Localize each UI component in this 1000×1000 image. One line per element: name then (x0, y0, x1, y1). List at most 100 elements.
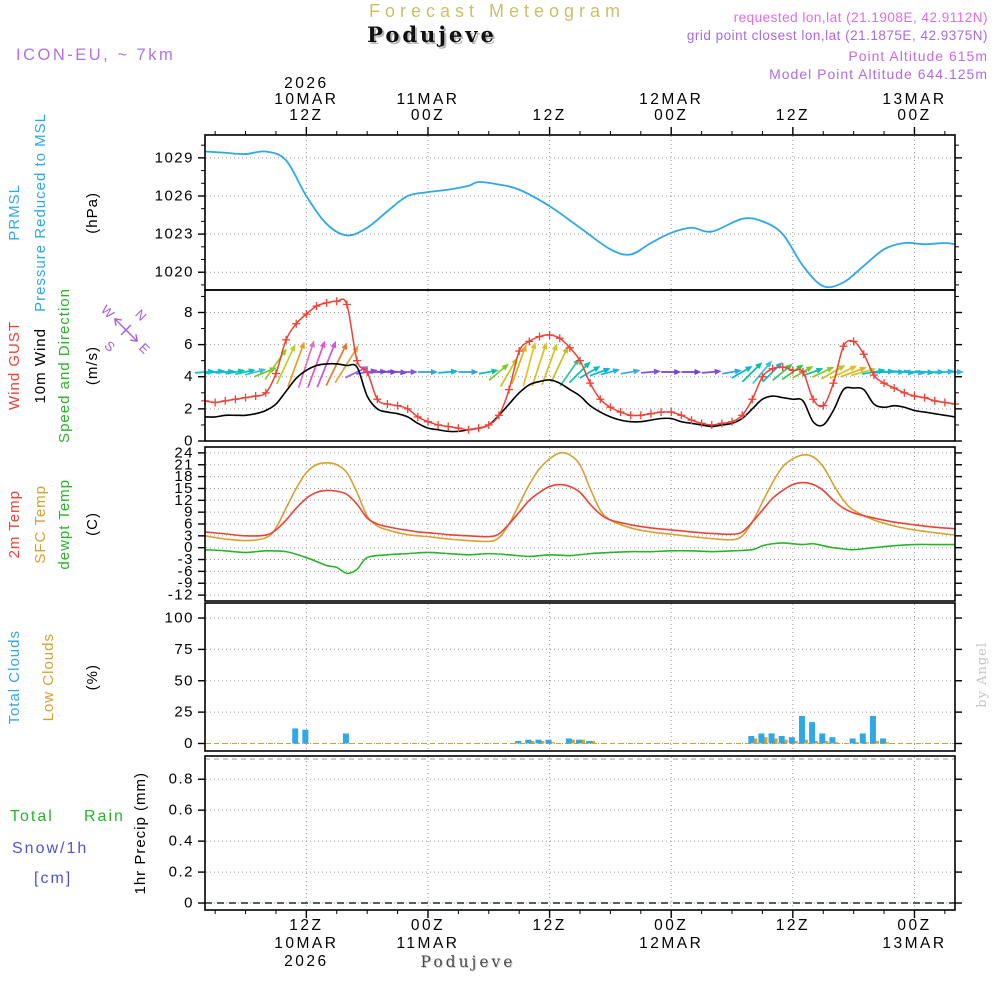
x-axis-bottom-label: 12Z (532, 917, 566, 934)
y-tick-label: 24 (174, 444, 194, 461)
total-cloud-bar (819, 733, 826, 744)
wind-10m-line (204, 362, 956, 433)
x-axis-top-label: 12MAR (639, 91, 703, 108)
wind-direction-arrow (344, 367, 366, 379)
wind-direction-arrow (579, 367, 598, 379)
total-cloud-bar (809, 722, 816, 744)
wind-arrow-head (674, 369, 682, 375)
y-tick-label: 1029 (155, 149, 194, 166)
x-axis-top-label: 10MAR (274, 91, 338, 108)
total-cloud-bar (748, 735, 755, 744)
station-title: Podujeve (367, 22, 497, 47)
wind-direction-arrow (559, 360, 579, 387)
page-title: Forecast Meteogram (368, 1, 626, 21)
wind-arrow-head (603, 367, 611, 374)
y-tick-label: 12 (174, 492, 194, 509)
x-axis-bottom-label: 12Z (289, 917, 323, 934)
wind-arrow-head (633, 368, 641, 375)
wind-arrow-head (957, 369, 964, 375)
compass-arrow-head (114, 317, 122, 321)
y-tick-label: 6 (184, 336, 194, 353)
x-axis-bottom-label: 12Z (776, 917, 810, 934)
x-axis-top-label: 00Z (654, 107, 688, 124)
y-tick-label: -3 (178, 551, 194, 568)
wind-direction-arrow (316, 344, 336, 388)
wind-direction-arrow (488, 365, 507, 382)
compass-arrow-head (135, 334, 139, 342)
wind-arrow-head (583, 361, 591, 369)
x-axis-top-label: 12Z (289, 107, 323, 124)
y-tick-label: 0.2 (169, 864, 194, 881)
wind-direction-arrow (325, 345, 347, 386)
y-tick-label: 8 (184, 304, 194, 321)
wind-arrow-head (450, 368, 459, 375)
x-axis-top-label: 12Z (776, 107, 810, 124)
total-cloud-bar (586, 740, 593, 744)
y-tick-label: 0 (184, 895, 194, 912)
wind-direction-arrow (550, 349, 568, 383)
x-axis-bottom-label: 13MAR (882, 935, 946, 952)
y-tick-label: 25 (174, 704, 194, 721)
x-axis-bottom-label: 00Z (897, 917, 931, 934)
wind-arrow-head (352, 345, 359, 353)
wind-panel-border (204, 289, 956, 442)
wind-direction-arrow (840, 367, 864, 378)
wind-direction-arrow (254, 368, 274, 378)
y-tick-label: 1020 (155, 264, 194, 281)
wind-direction-arrow (589, 368, 608, 377)
y-tick-label: 3 (184, 527, 194, 544)
compass-arrow-head (113, 318, 117, 326)
y-tick-label: 6 (184, 516, 194, 533)
wind-arrow-head (541, 342, 548, 350)
wind-arrow-head (714, 368, 722, 375)
wind-arrow-head (501, 363, 509, 371)
total-cloud-bar (535, 739, 542, 744)
wind-arrow-head (471, 369, 479, 375)
wind-arrow-head (765, 360, 773, 368)
dewpt_temp-line (204, 542, 955, 575)
precip-total-label: Total (10, 808, 54, 825)
y-tick-label: 0 (184, 539, 194, 556)
wind-direction-arrow (568, 363, 589, 384)
wind-arrow-head (775, 362, 783, 370)
y-tick-label: 0.8 (169, 771, 194, 788)
wind-arrow-head (319, 340, 326, 349)
total-cloud-bar (788, 737, 795, 744)
wind-arrow-head (785, 363, 793, 371)
x-axis-top-label: 00Z (411, 107, 445, 124)
wind-direction-arrow (499, 360, 517, 388)
total-cloud-bar (565, 738, 572, 744)
x-axis-top-label: 2026 (284, 75, 328, 92)
wind-arrow-head (573, 358, 580, 366)
total-cloud-bar (515, 740, 522, 744)
wind-direction-arrow (893, 370, 912, 374)
y-tick-label: 0.4 (169, 833, 194, 850)
wind-arrow-head (551, 343, 558, 351)
wind-arrow-head (815, 367, 824, 374)
y-tick-label: 50 (174, 672, 194, 689)
requested-coords-label: requested lon,lat (21.1908E, 42.9112N) (733, 10, 988, 25)
total-cloud-bar (798, 715, 805, 744)
wind-arrow-head (694, 369, 702, 375)
model-point-altitude-label: Model Point Altitude 644.125m (769, 66, 988, 82)
wind-arrow-head (491, 368, 499, 375)
wind-arrow-head (796, 364, 804, 372)
compass-n-label: N (132, 307, 149, 324)
x-axis-top-label: 11MAR (396, 91, 459, 108)
precip-rain-label: Rain (84, 808, 125, 825)
model-label: ICON-EU, ~ 7km (16, 46, 176, 64)
clouds-panel-border (204, 602, 956, 752)
wind-arrow-head (280, 348, 287, 356)
y-tick-label: 0 (184, 735, 194, 752)
x-axis-top-label: 13MAR (882, 91, 946, 108)
total-cloud-bar (545, 739, 552, 744)
wind-direction-arrow (531, 345, 547, 387)
total-cloud-bar (768, 733, 775, 744)
wind-arrow-head (837, 365, 846, 372)
prmsl-line (204, 150, 956, 289)
wind-arrow-head (330, 340, 337, 349)
total-cloud-bar (302, 729, 309, 744)
wind-arrow-head (805, 366, 814, 373)
wind-arrow-head (258, 368, 267, 374)
